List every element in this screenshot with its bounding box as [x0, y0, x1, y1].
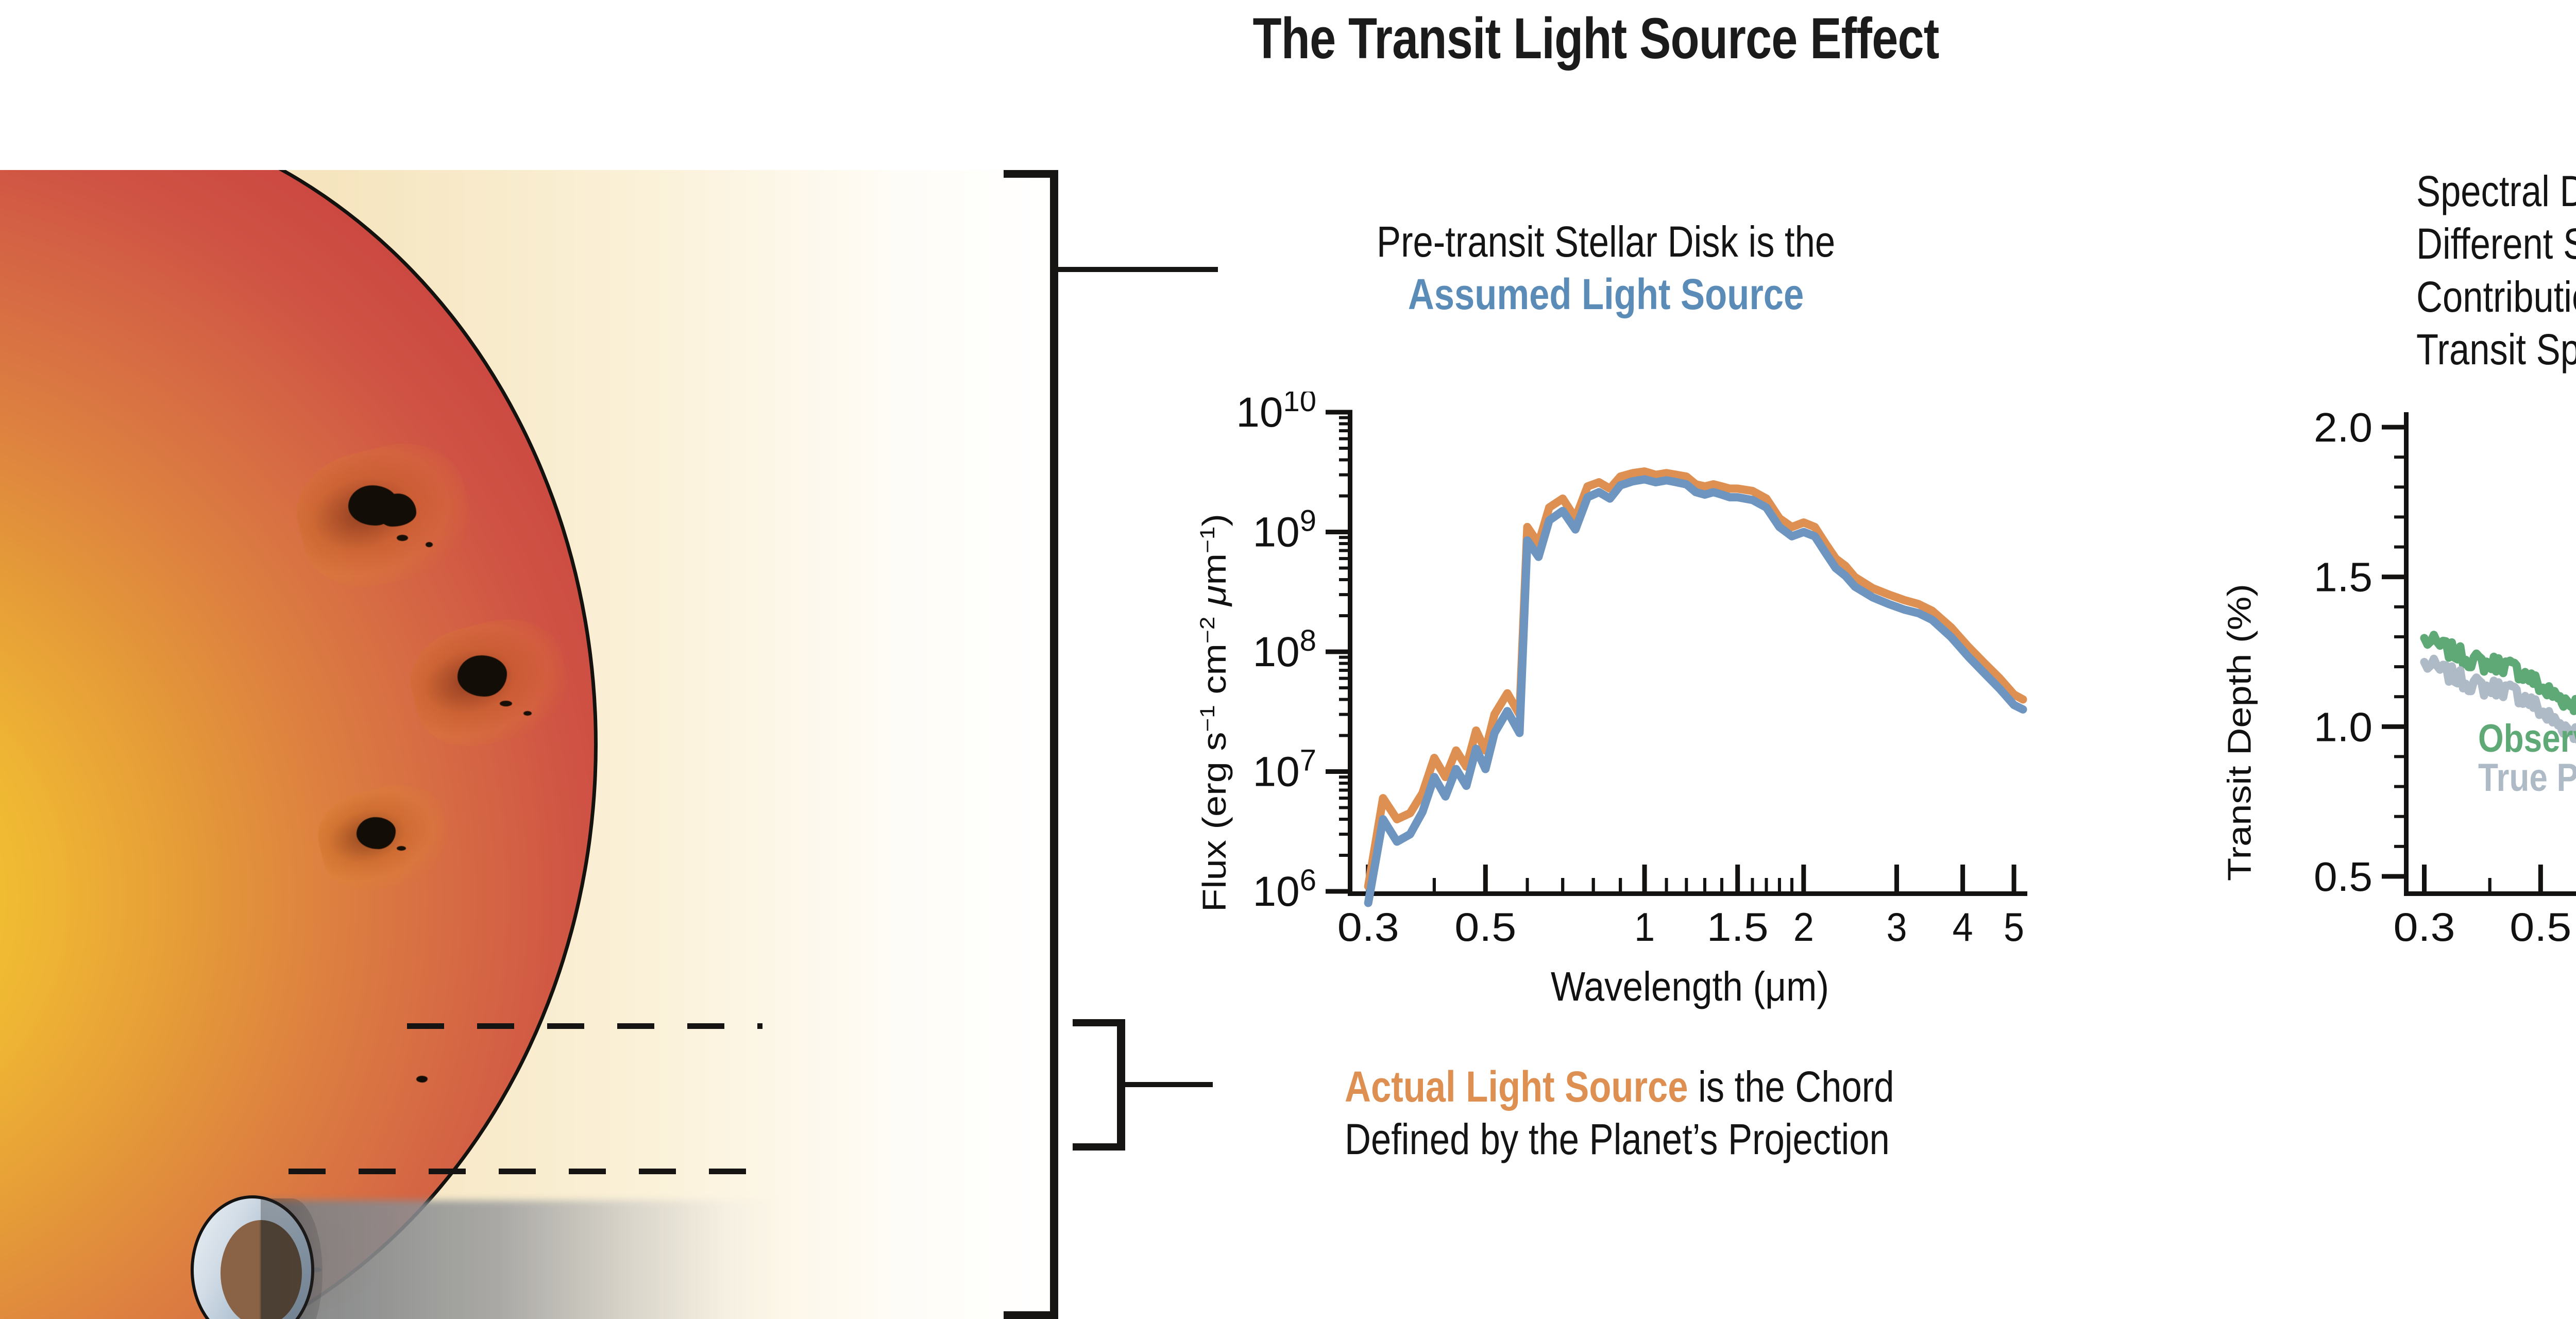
y-tick-label: 2.0 — [2314, 404, 2372, 450]
bracket-chord — [1117, 1019, 1125, 1151]
starspot — [400, 606, 579, 759]
series-line — [1364, 467, 2027, 891]
actual-source-line2: Defined by the Planet’s Projection — [1345, 1115, 1890, 1164]
right-caption-line2: Different Spot/Faculae — [2416, 219, 2576, 268]
bracket-full-disk-bottom-arm — [1004, 1311, 1058, 1319]
x-tick-label: 0.3 — [1337, 904, 1399, 950]
star-illustration-panel — [0, 170, 1051, 1319]
starspot — [397, 1067, 453, 1097]
x-axis-title: Wavelength (μm) — [1551, 963, 1829, 1009]
right-caption-line4: Transit Spectrum — [2416, 325, 2576, 374]
stellar-disk — [0, 170, 598, 1319]
y-tick-label: 0.5 — [2314, 854, 2372, 900]
y-tick-label: 109 — [1253, 504, 1316, 556]
bracket-full-disk — [1050, 170, 1058, 1319]
starspot — [285, 429, 483, 601]
assumed-source-line2: Assumed Light Source — [1408, 270, 1804, 319]
assumed-source-caption: Pre-transit Stellar Disk is the Assumed … — [1377, 215, 1835, 321]
planet-group — [185, 1195, 1051, 1319]
planet-terminator-shading — [261, 1198, 323, 1319]
starspot-umbra — [416, 1076, 428, 1083]
x-tick-label: 0.3 — [2394, 904, 2455, 950]
starspot — [309, 774, 459, 901]
flux-y-axis-title: Flux (erg s−1 cm−2 μm−1) — [1195, 513, 1233, 912]
actual-source-line1: Actual Light Source is the Chord — [1345, 1060, 1894, 1113]
x-tick-label: 4 — [1953, 904, 1973, 950]
starspot-speck — [397, 535, 408, 541]
legend-observed: Observed Transit Spectrum — [2478, 717, 2576, 760]
x-tick-label: 0.5 — [1454, 904, 1516, 950]
leader-line-actual — [1125, 1082, 1213, 1087]
starspot-speck — [426, 542, 433, 547]
x-tick-label: 2 — [1793, 904, 1814, 950]
y-tick-label: 108 — [1253, 624, 1316, 675]
planet-atmosphere — [191, 1195, 323, 1319]
leader-line-assumed — [1058, 267, 1218, 272]
bracket-full-disk-top-arm — [1004, 170, 1058, 178]
actual-source-rest: is the Chord — [1688, 1062, 1894, 1111]
x-tick-label: 5 — [2004, 904, 2024, 950]
starspot-speck — [523, 711, 532, 716]
series-line — [1364, 475, 2027, 907]
x-tick-label: 1 — [1634, 904, 1655, 950]
planet-shadow-cylinder — [237, 1200, 783, 1319]
chord-line-lower — [289, 1169, 762, 1174]
starspot-umbra — [457, 655, 507, 697]
starspot-speck — [500, 701, 512, 706]
right-caption-line3: Contributions Contaminates — [2416, 272, 2576, 321]
x-tick-label: 1.5 — [1707, 904, 1769, 950]
starspot-umbra — [357, 817, 396, 849]
y-tick-label: 107 — [1253, 744, 1316, 796]
y-tick-label: 1.5 — [2314, 554, 2372, 600]
right-caption-line1: Spectral Difference due to — [2416, 167, 2576, 215]
y-tick-label: 1010 — [1236, 392, 1316, 436]
starspot-umbra — [376, 494, 416, 527]
planet-body — [221, 1220, 302, 1319]
x-tick-label: 0.5 — [2510, 904, 2571, 950]
y-tick-label: 1.0 — [2314, 704, 2372, 750]
assumed-source-line1: Pre-transit Stellar Disk is the — [1377, 217, 1836, 266]
stellar-flux-chart: 0.3 0.5 1 1.5 2 3 4 5 Wavelength (μm) 106 107 108 10… — [1175, 392, 2081, 1036]
actual-source-caption: Actual Light Source is the Chord Defined… — [1345, 1060, 1894, 1166]
page-title: The Transit Light Source Effect — [1252, 6, 1940, 71]
bracket-chord-top-arm — [1073, 1019, 1125, 1026]
bracket-chord-bottom-arm — [1073, 1143, 1125, 1151]
x-tick-label: 3 — [1886, 904, 1907, 950]
y-tick-label: 106 — [1253, 864, 1316, 915]
legend-true: True Planetary Spectrum — [2478, 756, 2576, 800]
right-panel-caption: Spectral Difference due to Different Spo… — [2416, 165, 2576, 376]
starspot-speck — [397, 846, 406, 851]
chord-line-upper — [407, 1023, 762, 1029]
depth-y-axis-title: Transit Depth (%) — [2221, 583, 2258, 881]
actual-source-accent: Actual Light Source — [1345, 1062, 1688, 1111]
stellar-flux-svg: 0.3 0.5 1 1.5 2 3 4 5 Wavelength (μm) 106 107 108 10… — [1236, 392, 2027, 1009]
